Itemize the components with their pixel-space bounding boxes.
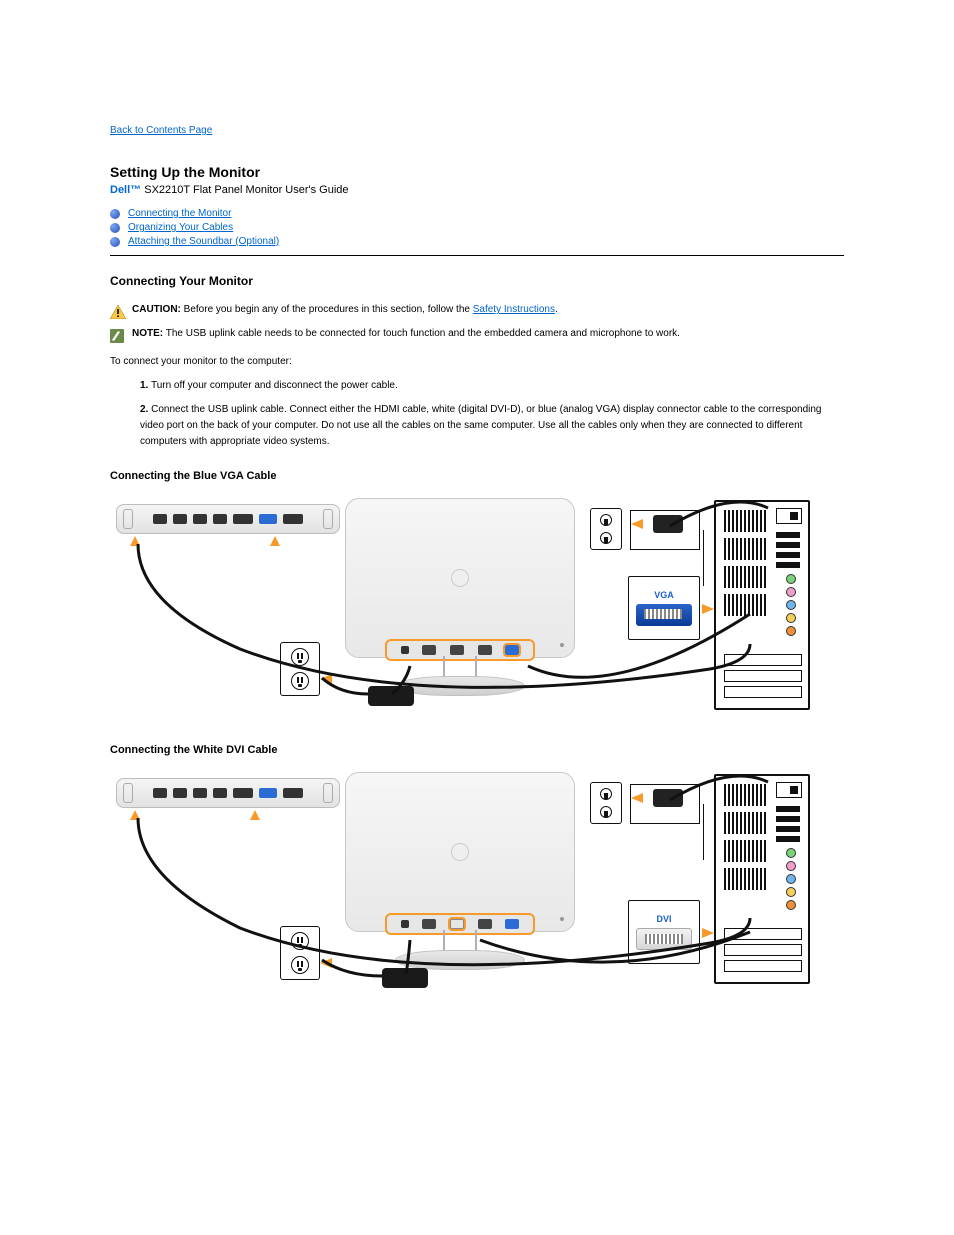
bullet-icon (110, 209, 120, 219)
power-adapter (382, 968, 428, 988)
safety-instructions-link[interactable]: Safety Instructions (473, 304, 555, 315)
back-to-contents-link[interactable]: Back to Contents Page (110, 125, 212, 136)
arrow-icon (250, 810, 260, 820)
vga-port (505, 645, 519, 655)
toc-link-soundbar[interactable]: Attaching the Soundbar (Optional) (128, 236, 279, 247)
vga-label: VGA (654, 590, 674, 600)
note-text: NOTE: The USB uplink cable needs to be c… (132, 328, 680, 339)
power-plug-callout (630, 510, 700, 550)
computer-rear (714, 500, 810, 710)
arrow-icon (130, 536, 140, 546)
power-adapter (368, 686, 414, 706)
arrow-icon (702, 604, 714, 614)
bullet-icon (110, 237, 120, 247)
bullet-icon (110, 223, 120, 233)
arrow-icon (320, 674, 332, 684)
step-1: 1. Turn off your computer and disconnect… (110, 378, 844, 394)
wall-outlet (590, 782, 622, 824)
toc-item: Organizing Your Cables (110, 222, 844, 233)
diagram-vga: VGA (110, 494, 844, 724)
monitor-rear (345, 772, 575, 932)
connector-callout-vga: VGA (628, 576, 700, 640)
dvi-label: DVI (656, 914, 671, 924)
note-callout: NOTE: The USB uplink cable needs to be c… (110, 328, 844, 346)
monitor-io-strip (116, 504, 340, 534)
product-name: SX2210T Flat Panel Monitor User's Guide (144, 184, 348, 196)
sub-heading-dvi: Connecting the White DVI Cable (110, 744, 844, 756)
toc-link-organizing[interactable]: Organizing Your Cables (128, 222, 233, 233)
wall-outlet (590, 508, 622, 550)
diagram-dvi: DVI (110, 768, 844, 998)
caution-text: CAUTION: Before you begin any of the pro… (132, 304, 558, 315)
brand: Dell™ (110, 184, 141, 196)
divider (110, 255, 844, 256)
caution-callout: CAUTION: Before you begin any of the pro… (110, 304, 844, 322)
monitor-stand (395, 950, 525, 970)
caution-icon (110, 305, 126, 322)
arrow-icon (702, 928, 714, 938)
note-icon (110, 329, 126, 346)
arrow-icon (270, 536, 280, 546)
toc-link-connecting[interactable]: Connecting the Monitor (128, 208, 231, 219)
dvi-connector-icon (636, 928, 692, 950)
step-2: 2. Connect the USB uplink cable. Connect… (110, 402, 844, 450)
toc-item: Attaching the Soundbar (Optional) (110, 236, 844, 247)
intro-para: To connect your monitor to the computer: (110, 354, 844, 370)
power-plug-callout (630, 784, 700, 824)
toc-item: Connecting the Monitor (110, 208, 844, 219)
section-heading: Connecting Your Monitor (110, 274, 844, 288)
sub-heading-vga: Connecting the Blue VGA Cable (110, 470, 844, 482)
arrow-icon (130, 810, 140, 820)
page-title: Setting Up the Monitor (110, 164, 844, 180)
computer-rear (714, 774, 810, 984)
wall-outlet (280, 642, 320, 696)
arrow-icon (320, 958, 332, 968)
vga-connector-icon (636, 604, 692, 626)
wall-outlet (280, 926, 320, 980)
dvi-port (450, 919, 464, 929)
monitor-io-strip (116, 778, 340, 808)
table-of-contents: Connecting the Monitor Organizing Your C… (110, 208, 844, 247)
monitor-stand (395, 676, 525, 696)
monitor-rear (345, 498, 575, 658)
connector-callout-dvi: DVI (628, 900, 700, 964)
product-line: Dell™ SX2210T Flat Panel Monitor User's … (110, 184, 844, 196)
